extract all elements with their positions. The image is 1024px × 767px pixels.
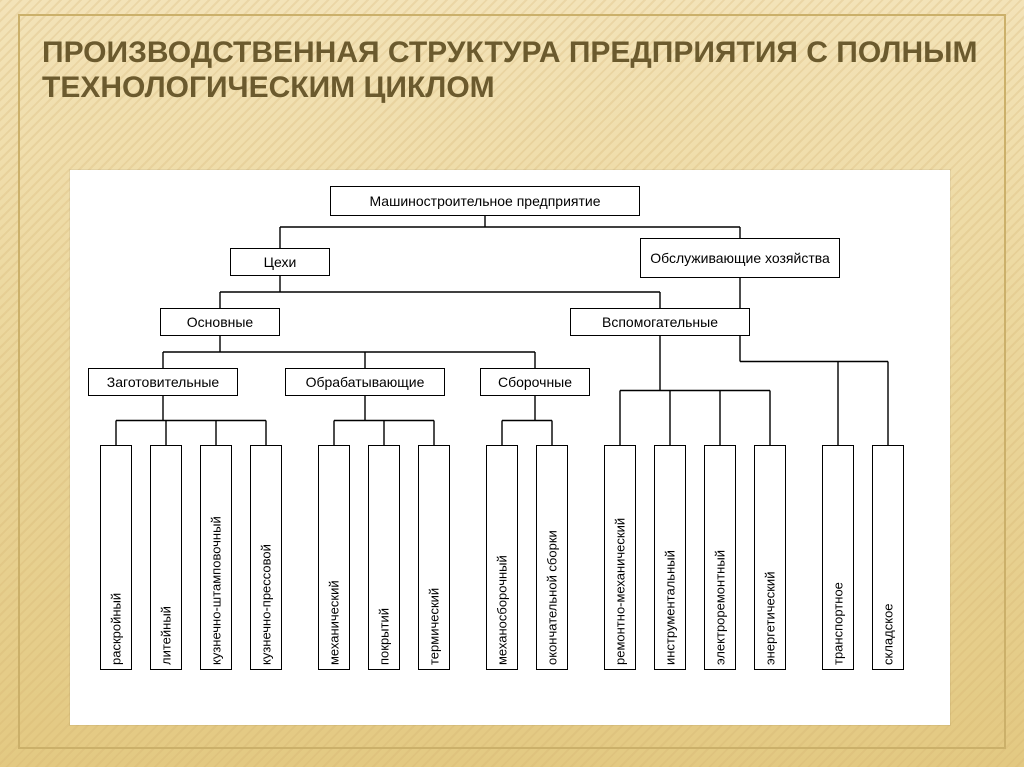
- leaf-l12: энергетический: [754, 445, 786, 670]
- leaf-l14: складское: [872, 445, 904, 670]
- leaf-l8: окончательной сборки: [536, 445, 568, 670]
- slide-title: ПРОИЗВОДСТВЕННАЯ СТРУКТУРА ПРЕДПРИЯТИЯ С…: [42, 36, 982, 105]
- node-main: Основные: [160, 308, 280, 336]
- leaf-l4: механический: [318, 445, 350, 670]
- leaf-l0: раскройный: [100, 445, 132, 670]
- node-root: Машиностроительное предприятие: [330, 186, 640, 216]
- slide: ПРОИЗВОДСТВЕННАЯ СТРУКТУРА ПРЕДПРИЯТИЯ С…: [0, 0, 1024, 767]
- leaf-l9: ремонтно-механический: [604, 445, 636, 670]
- node-shops: Цехи: [230, 248, 330, 276]
- leaf-l2: кузнечно-штамповочный: [200, 445, 232, 670]
- leaf-l11: электроремонтный: [704, 445, 736, 670]
- diagram-canvas: Машиностроительное предприятие Цехи Обслуж…: [70, 170, 950, 725]
- node-prep: Заготовительные: [88, 368, 238, 396]
- node-asmb: Сборочные: [480, 368, 590, 396]
- node-aux: Вспомогательные: [570, 308, 750, 336]
- leaf-l5: покрытий: [368, 445, 400, 670]
- leaf-l6: термический: [418, 445, 450, 670]
- leaf-l1: литейный: [150, 445, 182, 670]
- node-service: Обслуживающие хозяйства: [640, 238, 840, 278]
- node-proc: Обрабатывающие: [285, 368, 445, 396]
- leaf-l7: механосборочный: [486, 445, 518, 670]
- leaf-l10: инструментальный: [654, 445, 686, 670]
- leaf-l13: транспортное: [822, 445, 854, 670]
- leaf-l3: кузнечно-прессовой: [250, 445, 282, 670]
